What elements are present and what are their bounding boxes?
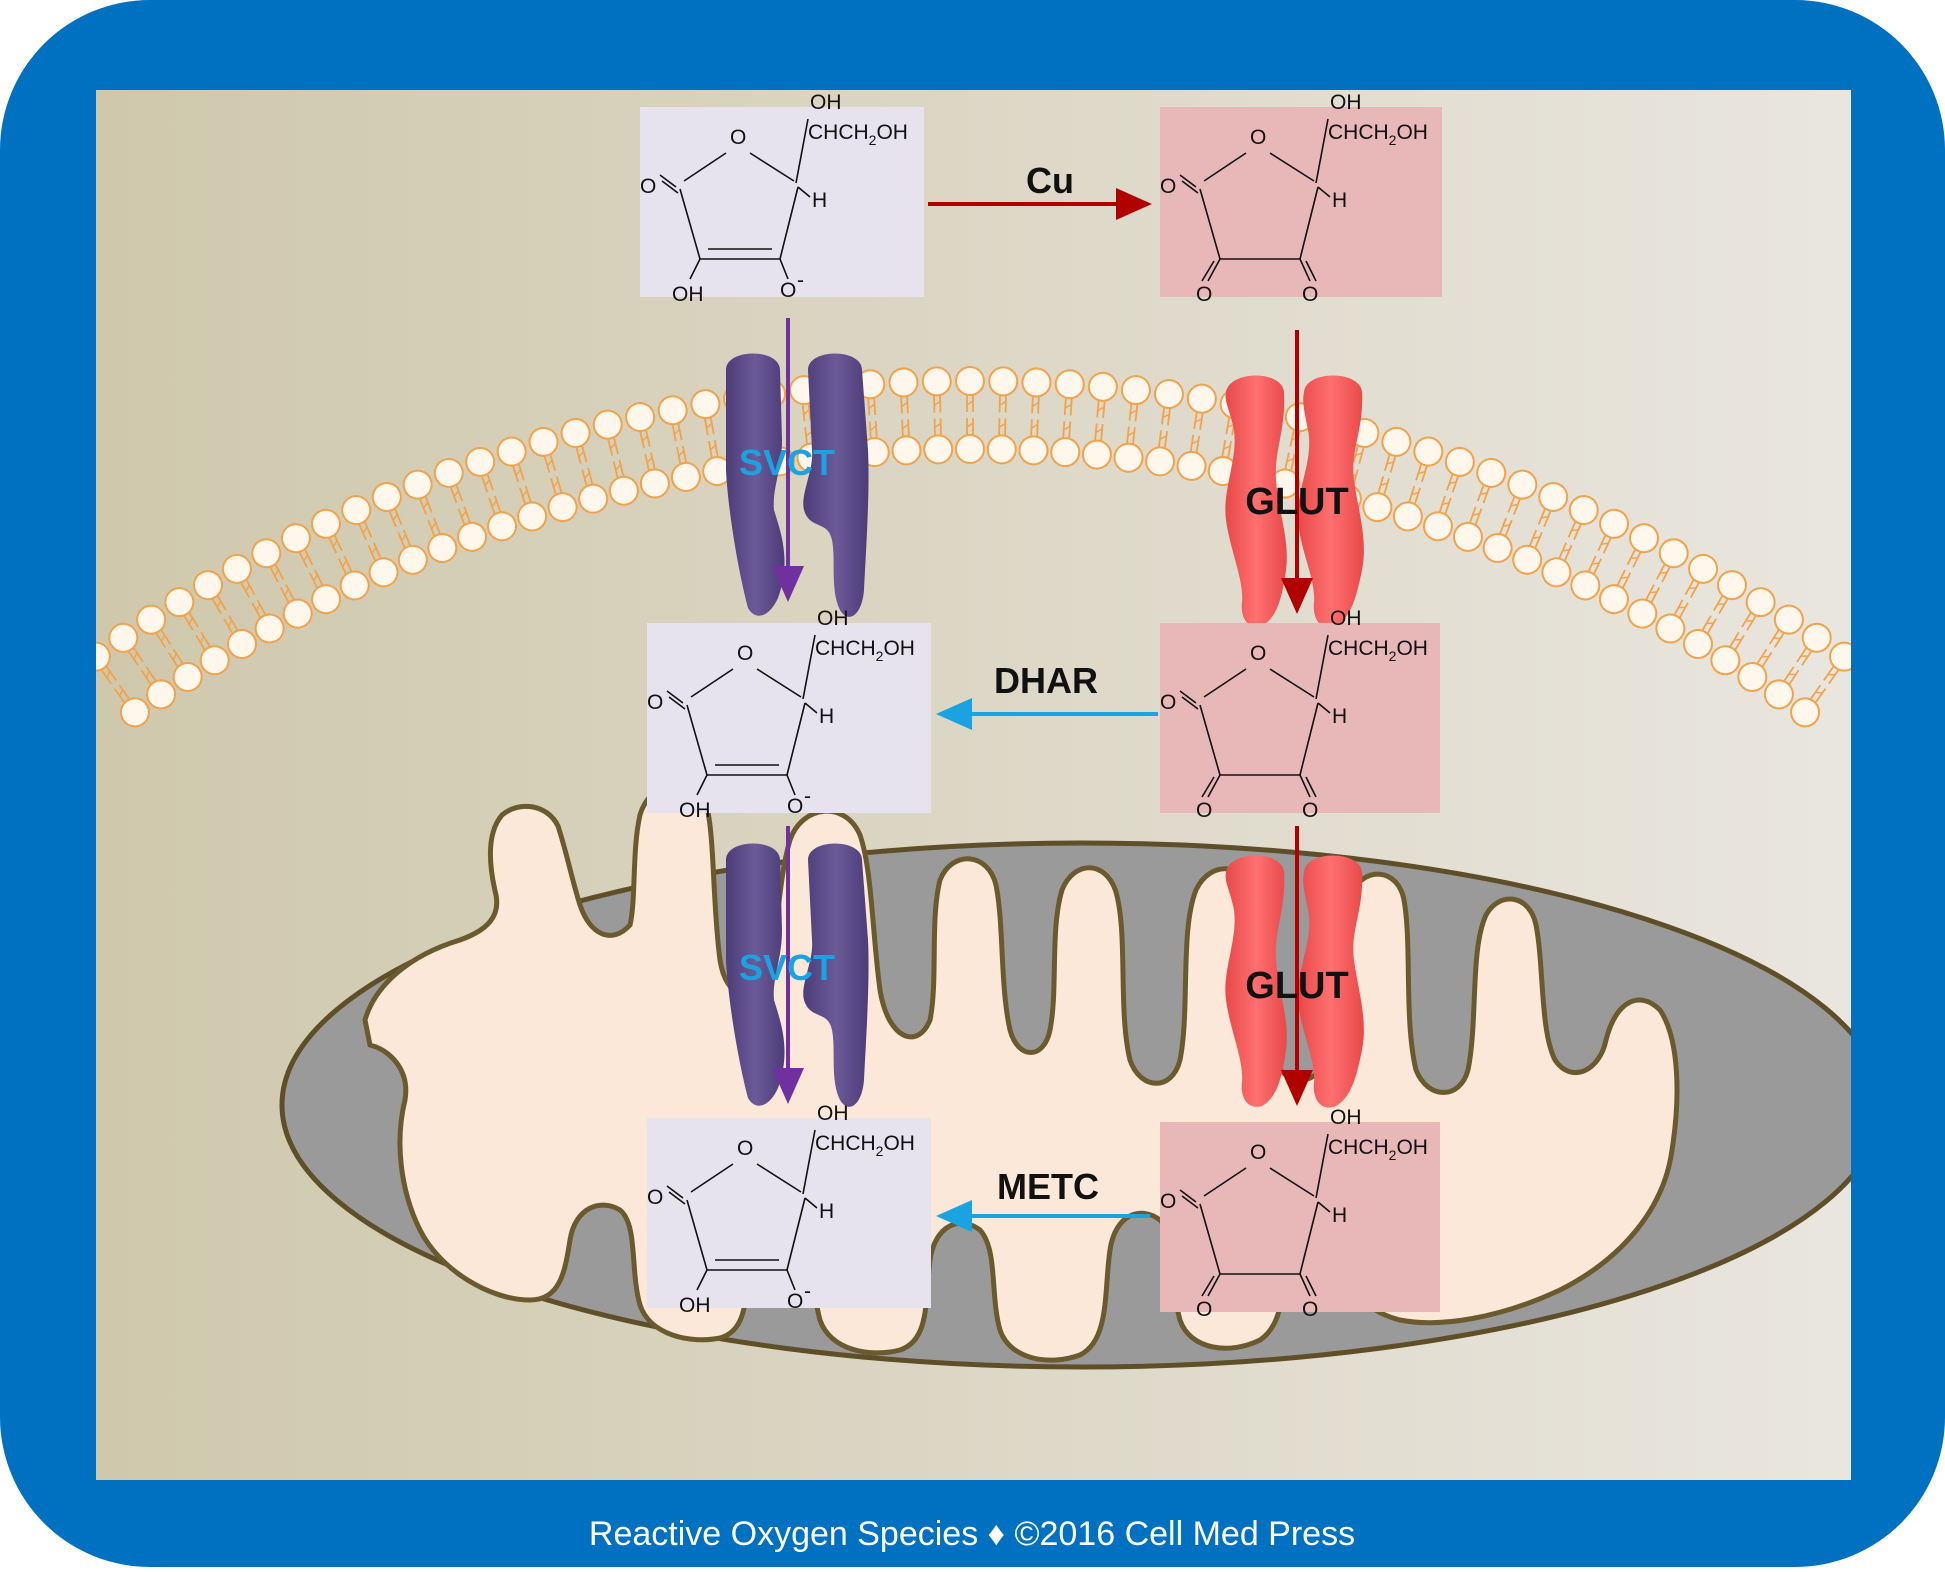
side-chain-subscript: 2 xyxy=(1389,1147,1397,1163)
side-chain-part: OH xyxy=(1396,637,1428,660)
dha-box-mitochondria xyxy=(1160,1122,1440,1312)
side-chain-subscript: 2 xyxy=(1389,648,1397,664)
carbonyl-oxygen-label: O xyxy=(1160,1190,1176,1213)
side-chain-label: CHCH2OH xyxy=(1328,121,1428,148)
ring-oxygen-label: O xyxy=(1250,642,1266,665)
ring-oxygen-label: O xyxy=(1250,126,1266,149)
side-chain-subscript: 2 xyxy=(876,648,884,664)
hydroxyl-label: OH xyxy=(810,91,842,114)
side-chain-part: OH xyxy=(876,121,908,144)
carbonyl-oxygen-label: O xyxy=(640,175,656,198)
side-chain-part: CHCH xyxy=(815,1132,876,1155)
hydroxyl-label: OH xyxy=(672,283,704,306)
dha-box-cytosol xyxy=(1160,623,1440,813)
side-chain-label: CHCH2OH xyxy=(1328,1136,1428,1163)
side-chain-part: CHCH xyxy=(808,121,869,144)
glut-label-bottom: GLUT xyxy=(1245,965,1348,1007)
side-chain-subscript: 2 xyxy=(1389,132,1397,148)
keto-oxygen-label: O xyxy=(1196,1298,1212,1321)
carbonyl-oxygen-label: O xyxy=(647,1186,663,1209)
side-chain-part: CHCH xyxy=(815,637,876,660)
side-chain-subscript: 2 xyxy=(869,132,877,148)
side-chain-subscript: 2 xyxy=(876,1143,884,1159)
negative-charge: - xyxy=(797,269,804,292)
svct-label-top: SVCT xyxy=(739,442,835,483)
carbonyl-oxygen-label: O xyxy=(1160,691,1176,714)
keto-oxygen-label: O xyxy=(1196,799,1212,822)
side-chain-part: CHCH xyxy=(1328,121,1389,144)
svct-label-bottom: SVCT xyxy=(739,947,835,988)
hydroxyl-label: OH xyxy=(1330,1106,1362,1129)
side-chain-part: OH xyxy=(883,1132,915,1155)
hydroxyl-label: OH xyxy=(679,1294,711,1317)
hydroxyl-label: OH xyxy=(679,799,711,822)
side-chain-label: CHCH2OH xyxy=(808,121,908,148)
ring-oxygen-label: O xyxy=(1250,1141,1266,1164)
hydroxyl-label: OH xyxy=(817,607,849,630)
side-chain-label: CHCH2OH xyxy=(815,637,915,664)
footer-credit: Reactive Oxygen Species ♦ ©2016 Cell Med… xyxy=(589,1515,1355,1553)
hydroxyl-label: OH xyxy=(1330,607,1362,630)
oxyanion-label: O xyxy=(787,1290,803,1313)
dha-box-extracellular xyxy=(1160,107,1442,297)
hydrogen-label: H xyxy=(1332,189,1347,212)
metc-label: METC xyxy=(997,1166,1099,1207)
ring-oxygen-label: O xyxy=(737,642,753,665)
keto-oxygen-label: O xyxy=(1302,283,1318,306)
negative-charge: - xyxy=(804,785,811,808)
keto-oxygen-label: O xyxy=(1196,283,1212,306)
dhar-label: DHAR xyxy=(994,660,1098,701)
hydrogen-label: H xyxy=(819,705,834,728)
side-chain-part: OH xyxy=(1396,121,1428,144)
hydroxyl-label: OH xyxy=(1330,91,1362,114)
oxyanion-label: O xyxy=(787,795,803,818)
oxyanion-label: O xyxy=(780,279,796,302)
side-chain-label: CHCH2OH xyxy=(815,1132,915,1159)
hydrogen-label: H xyxy=(1332,705,1347,728)
ring-oxygen-label: O xyxy=(730,126,746,149)
keto-oxygen-label: O xyxy=(1302,799,1318,822)
side-chain-label: CHCH2OH xyxy=(1328,637,1428,664)
hydroxyl-label: OH xyxy=(817,1102,849,1125)
carbonyl-oxygen-label: O xyxy=(647,691,663,714)
glut-label-top: GLUT xyxy=(1245,481,1348,523)
side-chain-part: CHCH xyxy=(1328,1136,1389,1159)
hydrogen-label: H xyxy=(819,1200,834,1223)
side-chain-part: OH xyxy=(1396,1136,1428,1159)
side-chain-part: OH xyxy=(883,637,915,660)
side-chain-part: CHCH xyxy=(1328,637,1389,660)
hydrogen-label: H xyxy=(1332,1204,1347,1227)
carbonyl-oxygen-label: O xyxy=(1160,175,1176,198)
ring-oxygen-label: O xyxy=(737,1137,753,1160)
hydrogen-label: H xyxy=(812,189,827,212)
negative-charge: - xyxy=(804,1280,811,1303)
cu-label: Cu xyxy=(1026,160,1074,201)
keto-oxygen-label: O xyxy=(1302,1298,1318,1321)
